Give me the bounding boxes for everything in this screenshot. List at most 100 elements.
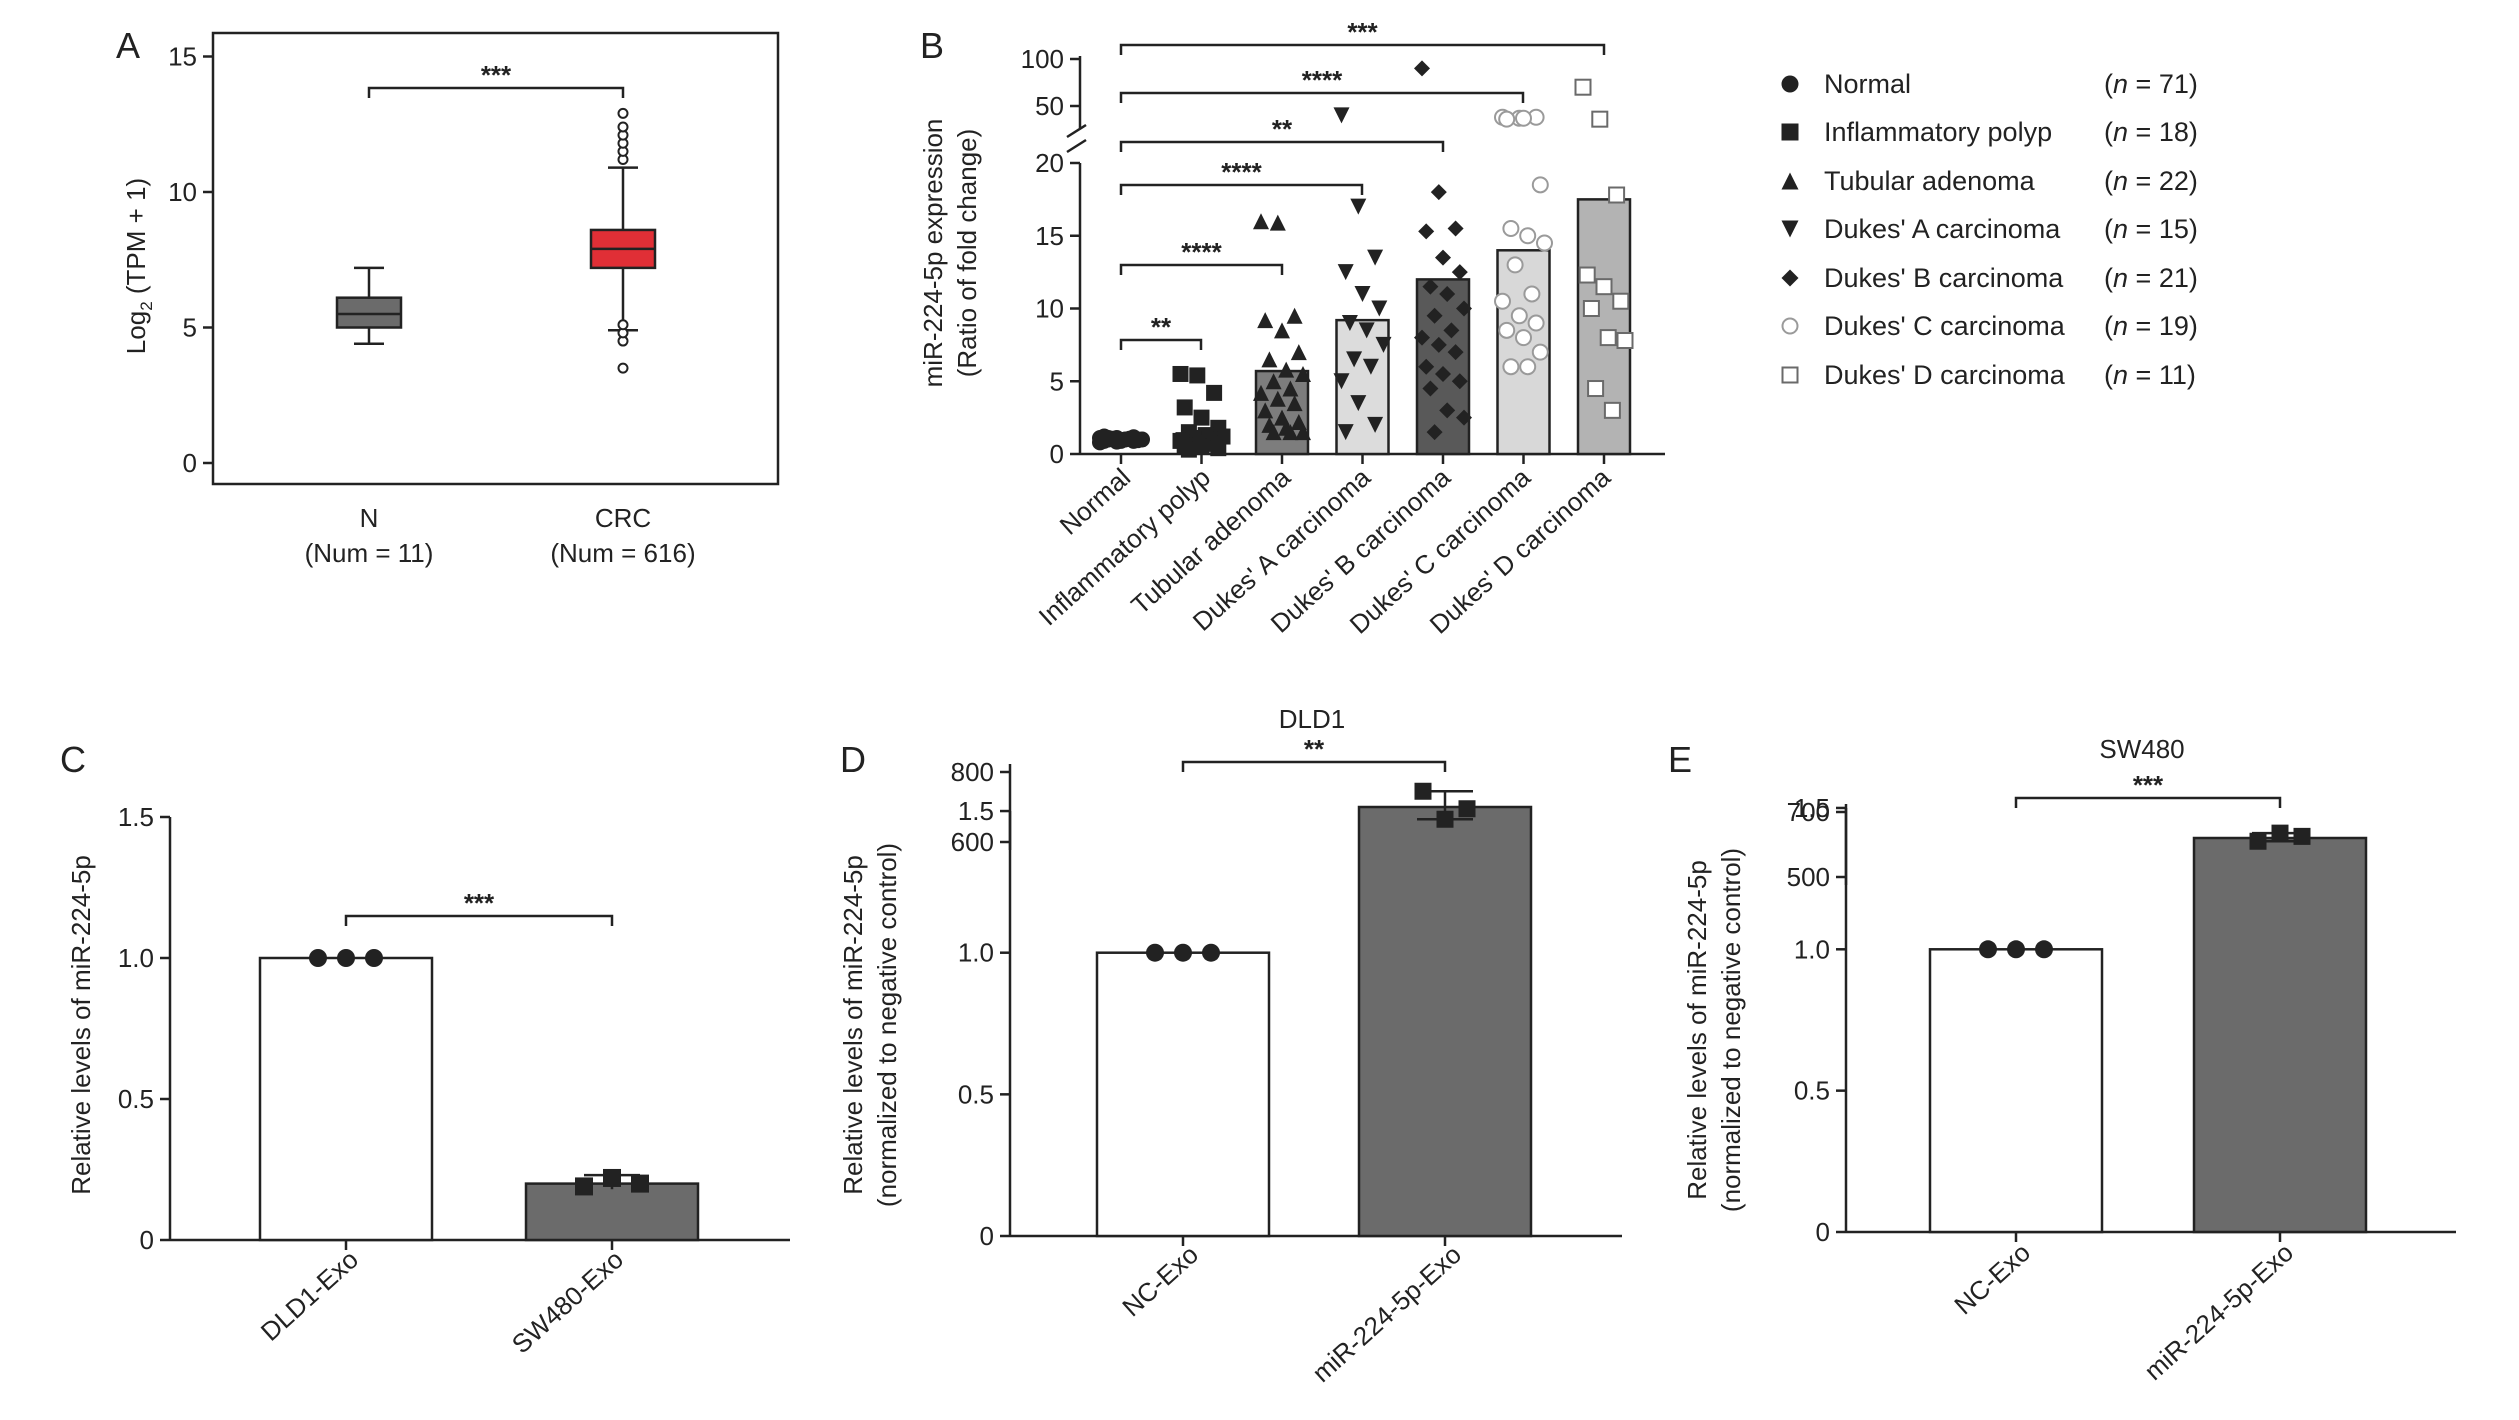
significance-bracket: [1119, 338, 1203, 350]
data-point: [1587, 380, 1605, 398]
data-point: [1350, 198, 1367, 215]
y-tick-label: 600: [951, 827, 994, 857]
data-point: [1282, 380, 1299, 397]
y-tick-label: 0: [183, 448, 197, 478]
data-point: [1286, 395, 1303, 412]
bar-2: [2192, 836, 2368, 1234]
data-point: [1113, 432, 1129, 449]
data-point: [1180, 441, 1197, 458]
data-point: [1612, 292, 1630, 310]
data-point: [1100, 429, 1117, 446]
y-tick-label: 0.5: [958, 1079, 994, 1109]
data-point: [1367, 249, 1384, 266]
significance-bracket: [344, 914, 614, 926]
panel-e-ylabel2: (normalized to negative control): [1716, 848, 1746, 1212]
data-point: [1358, 322, 1375, 339]
panel-b-legend-markers: [1781, 75, 1799, 384]
data-point: [1176, 399, 1193, 416]
bar-1: [1928, 948, 2104, 1234]
data-point: [1527, 314, 1545, 332]
data-point: [1515, 329, 1532, 347]
data-point: [1447, 344, 1464, 361]
data-point: [1578, 266, 1596, 284]
bar-2: [1357, 805, 1533, 1238]
y-tick-label: 1.5: [118, 802, 154, 832]
data-point: [1346, 351, 1363, 368]
data-point: [1341, 315, 1358, 332]
y-tick-label: 0.5: [118, 1084, 154, 1114]
outlier-point: [617, 362, 629, 374]
data-point: [1447, 220, 1464, 237]
y-tick-label: 700: [1787, 797, 1830, 827]
data-point: [1582, 300, 1600, 317]
panel-e-plot: 0 0.5 1.0 1.5 500 700 ***: [1787, 770, 2456, 1247]
data-point: [1510, 307, 1528, 325]
data-point: [1174, 943, 1192, 962]
data-point: [1269, 390, 1286, 407]
data-point: [1979, 940, 1997, 959]
axis-break-mark: [1066, 123, 1087, 139]
data-point: [1286, 307, 1303, 324]
data-point: [1333, 373, 1350, 390]
data-point: [1282, 424, 1299, 441]
legend-label: Dukes' B carcinoma: [1824, 263, 2064, 293]
data-point: [1456, 409, 1472, 426]
data-point: [1451, 264, 1468, 281]
data-point: [1494, 292, 1511, 310]
data-point: [1439, 402, 1456, 419]
significance-bracket: [1119, 91, 1525, 103]
data-point: [1430, 184, 1447, 201]
data-point: [1253, 384, 1269, 401]
data-point: [1290, 344, 1307, 361]
data-point: [1269, 214, 1286, 231]
significance-bracket-label: ***: [2133, 770, 2164, 800]
legend-marker: [1781, 366, 1799, 384]
panel-e-title: SW480: [2099, 734, 2184, 764]
panel-a-frame: [211, 31, 780, 486]
data-point: [1274, 322, 1290, 339]
panel-d-xlabel-nc: NC-Exo: [1116, 1239, 1204, 1322]
box-crc: [589, 107, 657, 374]
data-point: [1502, 219, 1520, 237]
data-point: [1603, 401, 1621, 419]
y-tick-label: 0: [1816, 1217, 1830, 1247]
data-point: [1295, 424, 1311, 441]
bar-6: [1496, 249, 1551, 456]
data-point: [1189, 367, 1206, 384]
legend-count: (n = 71): [2104, 69, 2198, 99]
y-tick-label: 1.0: [958, 938, 994, 968]
significance-bracket-label: **: [1272, 114, 1293, 144]
bar-2: [524, 1182, 700, 1242]
data-point: [1206, 384, 1223, 401]
data-point: [1456, 300, 1472, 317]
data-point: [1426, 307, 1443, 324]
legend-marker: [1781, 220, 1799, 238]
outlier-point: [617, 107, 629, 119]
data-point: [1519, 227, 1537, 245]
data-point: [631, 1174, 649, 1193]
panel-e-ylabel: Relative levels of miR-224-5p: [1682, 860, 1712, 1200]
bar-1: [258, 956, 434, 1242]
panel-a-xsublabel-n: (Num = 11): [305, 538, 434, 568]
legend-marker: [1781, 269, 1799, 287]
data-point: [1367, 416, 1384, 433]
panel-d-ylabel: Relative levels of miR-224-5p: [838, 855, 868, 1195]
data-point: [1595, 278, 1613, 296]
y-tick-label: 0: [1050, 439, 1064, 469]
significance-bracket: [1181, 760, 1447, 772]
legend-label: Tubular adenoma: [1824, 166, 2036, 196]
panel-d-title: DLD1: [1279, 704, 1345, 734]
data-point: [1418, 358, 1435, 375]
y-tick-label: 500: [1787, 862, 1830, 892]
panel-e-xlabel-mir: miR-224-5p-Exo: [2138, 1237, 2299, 1386]
data-point: [1435, 365, 1451, 382]
data-point: [1193, 409, 1210, 426]
data-point: [1414, 329, 1430, 346]
data-point: [1257, 312, 1274, 329]
data-point: [1616, 332, 1634, 350]
y-tick-label: 1.0: [118, 943, 154, 973]
legend-entry-inflammatory-polyp: Inflammatory polyp (n = 18): [1824, 117, 2198, 147]
data-point: [1257, 402, 1274, 419]
